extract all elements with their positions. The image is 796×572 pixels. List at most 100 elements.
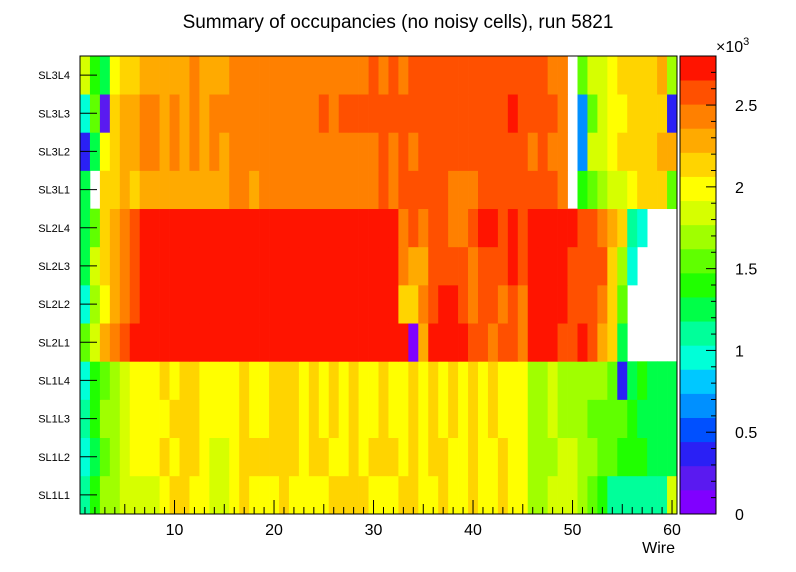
- heatmap-cell: [378, 285, 389, 324]
- heatmap-cell: [448, 170, 459, 210]
- heatmap-cell: [398, 170, 409, 210]
- heatmap-cell: [139, 437, 150, 477]
- heatmap-cell: [468, 132, 479, 171]
- heatmap-cell: [259, 475, 270, 515]
- heatmap-cell: [607, 170, 618, 210]
- heatmap-cell: [487, 361, 499, 400]
- heatmap-cell: [378, 56, 389, 95]
- heatmap-cell: [189, 475, 200, 515]
- heatmap-cell: [458, 475, 469, 515]
- heatmap-cell: [259, 437, 270, 477]
- heatmap-cell: [497, 94, 509, 133]
- heatmap-cell: [199, 475, 210, 515]
- heatmap-cell: [348, 285, 359, 324]
- heatmap-cell: [478, 94, 489, 133]
- heatmap-cell: [169, 475, 180, 515]
- heatmap-cell: [458, 170, 469, 210]
- heatmap-cell: [597, 285, 608, 324]
- heatmap-cell: [458, 399, 469, 439]
- heatmap-cell: [308, 56, 320, 95]
- heatmap-cell: [408, 208, 419, 248]
- heatmap-cell: [428, 132, 439, 171]
- heatmap-cell: [647, 56, 658, 95]
- heatmap-cell: [517, 437, 529, 477]
- heatmap-cell: [219, 323, 230, 362]
- heatmap-cell: [129, 94, 141, 133]
- heatmap-cell: [259, 323, 270, 362]
- heatmap-cell: [358, 56, 369, 95]
- heatmap-cell: [149, 94, 160, 133]
- y-tick-label: SL1L4: [38, 375, 70, 387]
- heatmap-cell: [229, 56, 240, 95]
- heatmap-cell: [647, 399, 658, 439]
- heatmap-cell: [587, 399, 598, 439]
- heatmap-cell: [199, 208, 210, 248]
- heatmap-cell: [368, 208, 379, 248]
- heatmap-cell: [607, 361, 618, 400]
- heatmap-cell: [189, 361, 200, 400]
- heatmap-cell: [567, 285, 578, 324]
- heatmap-cell: [527, 246, 539, 286]
- heatmap-cell: [448, 475, 459, 515]
- heatmap-cell: [428, 475, 439, 515]
- heatmap-cell: [249, 399, 260, 439]
- heatmap-cell: [438, 208, 449, 248]
- heatmap-cell: [468, 361, 479, 400]
- heatmap-cell: [219, 208, 230, 248]
- heatmap-cell: [557, 399, 568, 439]
- x-axis-title: Wire: [642, 540, 675, 557]
- heatmap-cell: [308, 132, 320, 171]
- heatmap-cell: [487, 323, 499, 362]
- heatmap-cell: [478, 437, 489, 477]
- heatmap-cell: [318, 323, 330, 362]
- heatmap-cell: [597, 132, 608, 171]
- heatmap-cell: [527, 208, 539, 248]
- heatmap-cell: [298, 475, 310, 515]
- heatmap-cell: [219, 361, 230, 400]
- heatmap-cell: [557, 170, 568, 210]
- heatmap-cell: [537, 94, 548, 133]
- heatmap-cell: [547, 246, 558, 286]
- heatmap-cell: [577, 132, 588, 171]
- heatmap-cell: [129, 285, 141, 324]
- heatmap-cell: [527, 132, 539, 171]
- heatmap-cell: [298, 285, 310, 324]
- heatmap-cell: [129, 437, 141, 477]
- heatmap-cell: [229, 475, 240, 515]
- heatmap-cell: [418, 208, 429, 248]
- heatmap-cell: [458, 56, 469, 95]
- heatmap-cell: [627, 94, 638, 133]
- heatmap-cell: [507, 399, 519, 439]
- heatmap-cell: [388, 285, 399, 324]
- x-tick-label: 60: [663, 522, 681, 539]
- heatmap-cell: [617, 285, 628, 324]
- heatmap-cell: [229, 437, 240, 477]
- heatmap-cell: [348, 170, 359, 210]
- palette-swatch: [680, 80, 716, 105]
- heatmap-cell: [269, 323, 280, 362]
- heatmap-cell: [378, 399, 389, 439]
- heatmap-cell: [617, 361, 628, 400]
- heatmap-cell: [109, 399, 121, 439]
- heatmap-cell: [119, 170, 131, 210]
- heatmap-cell: [617, 170, 628, 210]
- heatmap-cell: [617, 246, 628, 286]
- heatmap-cell: [607, 132, 618, 171]
- heatmap-cell: [537, 399, 548, 439]
- heatmap-cell: [169, 170, 180, 210]
- heatmap-cell: [597, 246, 608, 286]
- heatmap-cell: [418, 437, 429, 477]
- heatmap-cell: [438, 323, 449, 362]
- heatmap-cell: [338, 94, 349, 133]
- heatmap-cell: [338, 361, 349, 400]
- heatmap-cell: [288, 399, 300, 439]
- heatmap-cell: [348, 94, 359, 133]
- heatmap-cell: [637, 132, 648, 171]
- heatmap-cell: [209, 208, 220, 248]
- heatmap-cell: [647, 361, 658, 400]
- heatmap-cell: [468, 475, 479, 515]
- heatmap-cell: [109, 285, 121, 324]
- heatmap-cell: [587, 475, 598, 515]
- y-tick-label: SL2L1: [38, 337, 70, 349]
- heatmap-cell: [259, 361, 270, 400]
